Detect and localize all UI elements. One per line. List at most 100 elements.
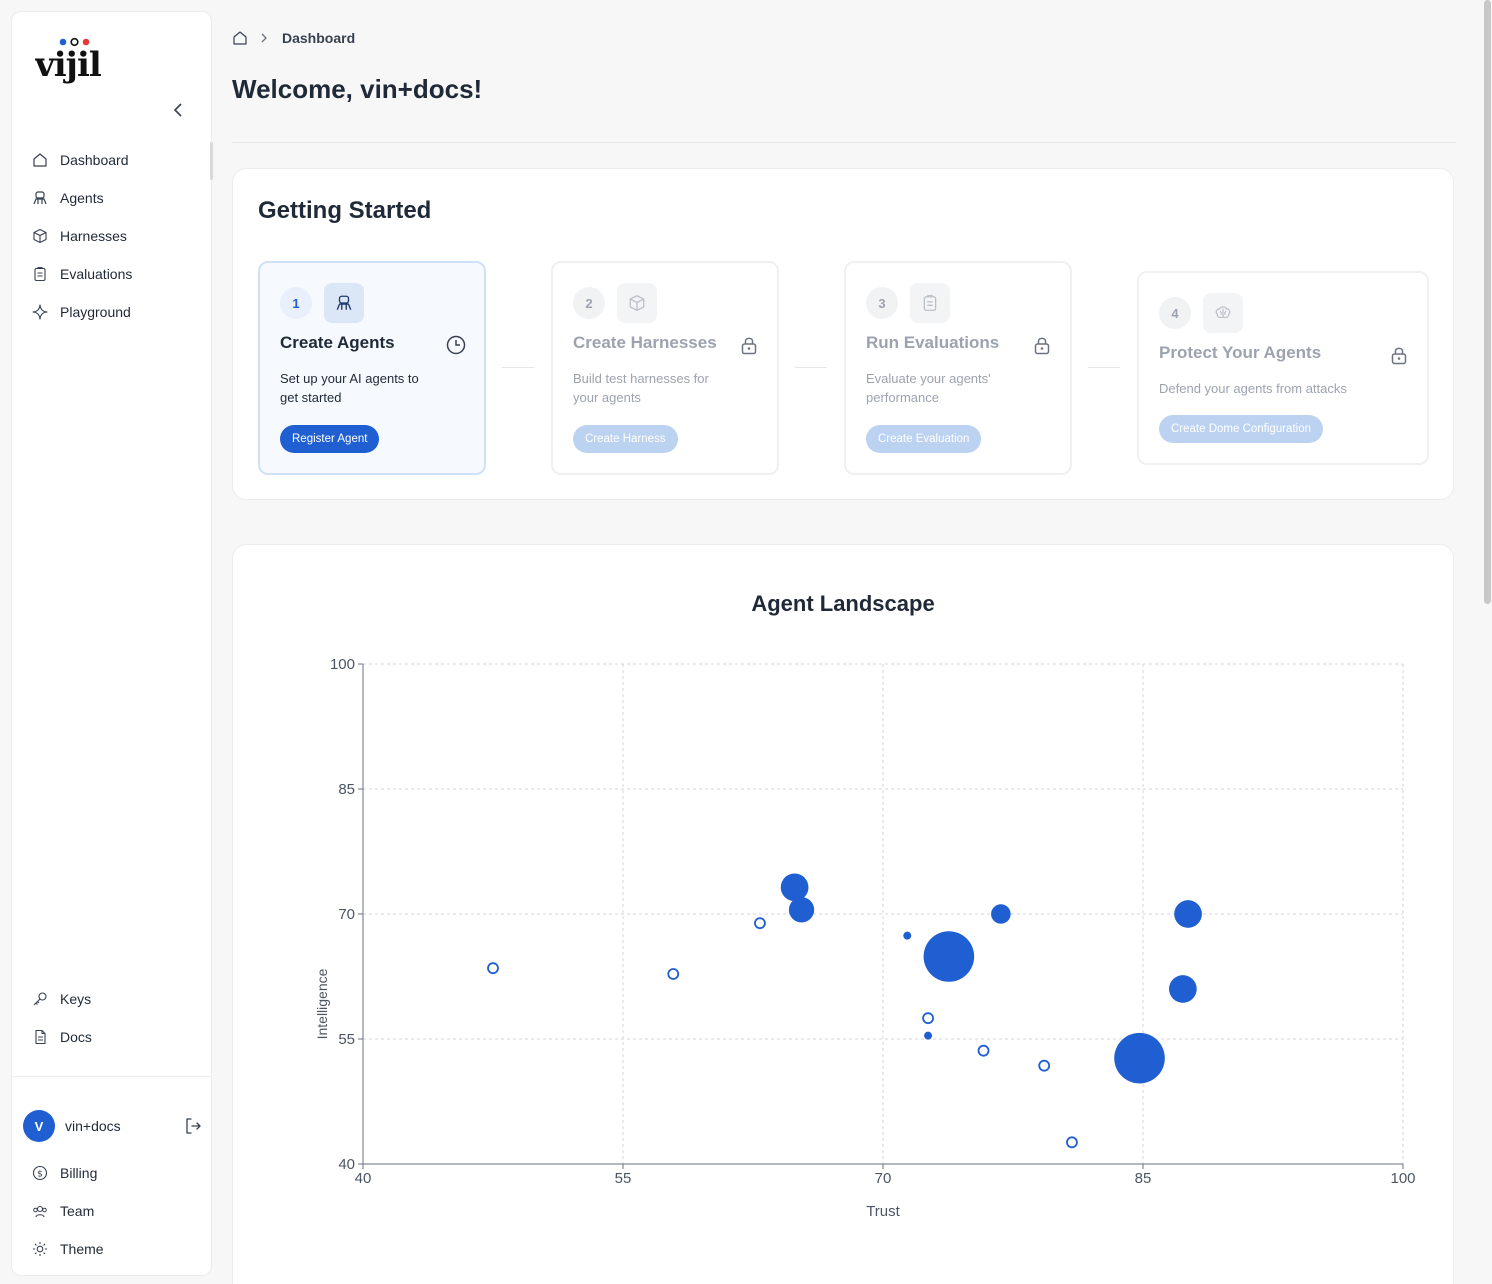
- nav-item-billing[interactable]: $ Billing: [12, 1154, 211, 1192]
- register-agent-button[interactable]: Register Agent: [280, 425, 380, 453]
- nav-item-team[interactable]: Team: [12, 1192, 211, 1230]
- nav-item-keys[interactable]: Keys: [12, 980, 211, 1018]
- data-point: [924, 1031, 933, 1040]
- step-connector: [502, 367, 534, 368]
- data-point: [754, 917, 766, 930]
- collapse-sidebar-button[interactable]: [168, 100, 188, 120]
- step-title: Protect Your Agents: [1159, 343, 1322, 362]
- create-evaluation-button[interactable]: Create Evaluation: [866, 425, 982, 453]
- step-create-harnesses: 2 Create Harnesses Build test harnesses …: [551, 261, 779, 475]
- nav-item-theme[interactable]: Theme: [12, 1230, 211, 1268]
- team-icon: [33, 1205, 47, 1218]
- x-axis-label: Trust: [866, 1203, 900, 1220]
- step-connector: [795, 367, 827, 368]
- step-title: Run Evaluations: [866, 333, 1000, 352]
- step-description: Defend your agents from attacks: [1159, 381, 1347, 396]
- step-number: 2: [573, 287, 605, 319]
- svg-text:$: $: [37, 1169, 43, 1179]
- data-point: [1114, 1032, 1165, 1084]
- home-icon[interactable]: [232, 30, 248, 46]
- docs-icon: [35, 1029, 46, 1045]
- step-connector: [1088, 367, 1120, 368]
- nav-item-docs[interactable]: Docs: [12, 1018, 211, 1056]
- data-point: [1169, 975, 1197, 1003]
- main-nav: Dashboard Agents Harnesses Evaluations P…: [12, 141, 211, 331]
- vijil-logo[interactable]: vijil: [35, 34, 115, 98]
- page-title: Welcome, vin+docs!: [232, 74, 483, 104]
- x-tick-label: 100: [1390, 1170, 1415, 1187]
- agent-landscape-card: Agent Landscape 40 55 70 85 100 40 55 70 85 100 Tr…: [232, 544, 1454, 1284]
- user-name: vin+docs: [65, 1118, 121, 1134]
- y-axis-label: Intelligence: [314, 968, 330, 1039]
- brain-icon: [1215, 306, 1231, 319]
- step-icon-box: [1203, 293, 1243, 333]
- avatar[interactable]: V: [23, 1110, 55, 1142]
- y-tick-label: 100: [330, 656, 355, 673]
- key-icon: [33, 992, 47, 1006]
- chevron-left-icon: [173, 103, 182, 117]
- breadcrumb: Dashboard: [232, 28, 355, 48]
- y-tick-label: 40: [338, 1156, 355, 1173]
- step-description: Set up your AI agents to get started: [280, 371, 419, 405]
- step-number: 4: [1159, 297, 1191, 329]
- breadcrumb-separator: [260, 30, 268, 46]
- x-tick-label: 70: [875, 1170, 892, 1187]
- nav-label: Playground: [60, 304, 131, 320]
- sidebar-divider: [12, 1076, 211, 1077]
- nav-item-agents[interactable]: Agents: [12, 179, 211, 217]
- nav-item-dashboard[interactable]: Dashboard: [12, 141, 211, 179]
- clipboard-icon: [34, 266, 46, 282]
- chevron-right-icon: [261, 33, 267, 43]
- nav-label: Billing: [60, 1165, 98, 1181]
- step-description: Evaluate your agents' performance: [866, 371, 991, 405]
- sparkle-icon: [32, 304, 48, 320]
- step-icon-box: [617, 283, 657, 323]
- getting-started-card: Getting Started 1 Create Agents Set up y…: [232, 168, 1454, 500]
- y-tick-label: 55: [338, 1031, 355, 1048]
- getting-started-title: Getting Started: [258, 197, 432, 224]
- step-description: Build test harnesses for your agents: [573, 371, 709, 405]
- logout-icon[interactable]: [183, 1116, 203, 1136]
- lock-icon: [1391, 347, 1407, 365]
- step-title: Create Harnesses: [573, 333, 717, 352]
- data-point: [991, 904, 1011, 924]
- data-point: [1174, 900, 1202, 928]
- lock-icon: [741, 337, 757, 355]
- nav-item-harnesses[interactable]: Harnesses: [12, 217, 211, 255]
- data-point: [1038, 1059, 1051, 1072]
- page-scrollbar[interactable]: [1484, 0, 1491, 604]
- step-number: 1: [280, 287, 312, 319]
- logo-text: vijil: [35, 45, 102, 85]
- nav-label: Theme: [60, 1241, 104, 1257]
- home-icon: [33, 153, 47, 167]
- x-tick-label: 85: [1135, 1170, 1152, 1187]
- nav-item-playground[interactable]: Playground: [12, 293, 211, 331]
- create-dome-configuration-button[interactable]: Create Dome Configuration: [1159, 415, 1323, 443]
- sidebar-scroll-thumb[interactable]: [210, 142, 213, 180]
- data-point: [1066, 1136, 1078, 1149]
- y-tick-label: 70: [338, 906, 355, 923]
- nav-label: Agents: [60, 190, 104, 206]
- header-divider: [232, 142, 1456, 143]
- sun-icon: [33, 1242, 47, 1256]
- data-point: [780, 873, 809, 902]
- account-nav: $ Billing Team Theme: [12, 1154, 211, 1268]
- nav-label: Dashboard: [60, 152, 129, 168]
- chart-title: Agent Landscape: [751, 591, 935, 616]
- nav-item-evaluations[interactable]: Evaluations: [12, 255, 211, 293]
- data-point: [667, 968, 680, 980]
- data-point: [977, 1044, 990, 1057]
- data-point: [487, 962, 499, 975]
- step-icon-box: [910, 283, 950, 323]
- nav-label: Docs: [60, 1029, 92, 1045]
- y-tick-label: 85: [338, 781, 355, 798]
- step-protect-agents: 4 Protect Your Agents Defend your agents…: [1137, 271, 1429, 465]
- step-run-evaluations: 3 Run Evaluations Evaluate your agents' …: [844, 261, 1072, 475]
- x-tick-label: 40: [355, 1170, 372, 1187]
- create-harness-button[interactable]: Create Harness: [573, 425, 678, 453]
- agent-landscape-chart: 40 55 70 85 100 40 55 70 85 100 Trust Intelligence: [314, 656, 1416, 1220]
- nav-label: Evaluations: [60, 266, 133, 282]
- step-number: 3: [866, 287, 898, 319]
- nav-label: Keys: [60, 991, 92, 1007]
- step-create-agents: 1 Create Agents Set up your AI agents to…: [258, 261, 486, 475]
